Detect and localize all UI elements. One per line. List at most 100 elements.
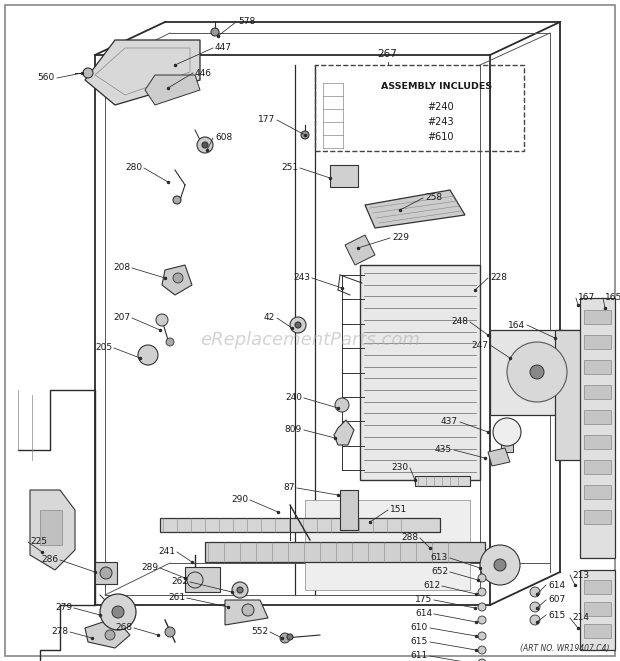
Polygon shape bbox=[360, 265, 480, 480]
Text: 289: 289 bbox=[141, 563, 158, 572]
Bar bbox=[415, 476, 470, 486]
Text: eReplacementParts.com: eReplacementParts.com bbox=[200, 331, 420, 349]
Bar bbox=[584, 510, 611, 524]
Text: 280: 280 bbox=[125, 163, 142, 173]
Text: 207: 207 bbox=[113, 313, 130, 323]
Text: 165: 165 bbox=[605, 293, 620, 303]
Bar bbox=[580, 570, 615, 650]
Text: 652: 652 bbox=[431, 568, 448, 576]
Text: 279: 279 bbox=[55, 603, 72, 613]
Circle shape bbox=[478, 659, 486, 661]
Text: 175: 175 bbox=[415, 596, 432, 605]
Text: 437: 437 bbox=[441, 418, 458, 426]
Text: 560: 560 bbox=[38, 73, 55, 83]
Text: 167: 167 bbox=[578, 293, 595, 303]
Text: 288: 288 bbox=[401, 533, 418, 543]
Text: 267: 267 bbox=[378, 49, 397, 59]
Text: 151: 151 bbox=[390, 506, 407, 514]
Text: 205: 205 bbox=[95, 344, 112, 352]
Circle shape bbox=[138, 345, 158, 365]
Circle shape bbox=[232, 582, 248, 598]
Polygon shape bbox=[488, 448, 510, 466]
Text: 177: 177 bbox=[258, 116, 275, 124]
Bar bbox=[584, 410, 611, 424]
Text: 251: 251 bbox=[281, 163, 298, 173]
Circle shape bbox=[202, 142, 208, 148]
Circle shape bbox=[478, 574, 486, 582]
Polygon shape bbox=[305, 500, 470, 590]
Text: 258: 258 bbox=[425, 194, 442, 202]
Text: 213: 213 bbox=[572, 570, 589, 580]
Circle shape bbox=[335, 398, 349, 412]
Bar bbox=[555, 330, 600, 460]
Bar bbox=[584, 485, 611, 499]
Circle shape bbox=[173, 196, 181, 204]
Bar bbox=[584, 435, 611, 449]
Bar bbox=[205, 542, 485, 562]
Text: 248: 248 bbox=[451, 317, 468, 327]
Circle shape bbox=[493, 418, 521, 446]
Text: ASSEMBLY INCLUDES: ASSEMBLY INCLUDES bbox=[381, 82, 492, 91]
Circle shape bbox=[166, 338, 174, 346]
Polygon shape bbox=[40, 510, 62, 545]
Circle shape bbox=[100, 567, 112, 579]
Text: 615: 615 bbox=[410, 637, 428, 646]
Circle shape bbox=[530, 602, 540, 612]
Text: 262: 262 bbox=[171, 578, 188, 586]
Text: 228: 228 bbox=[490, 274, 507, 282]
Text: 615: 615 bbox=[548, 611, 565, 619]
Circle shape bbox=[478, 646, 486, 654]
Text: 225: 225 bbox=[30, 537, 47, 547]
Bar bbox=[584, 385, 611, 399]
Circle shape bbox=[301, 131, 309, 139]
Circle shape bbox=[156, 314, 168, 326]
Text: 247: 247 bbox=[471, 340, 488, 350]
Circle shape bbox=[530, 615, 540, 625]
Circle shape bbox=[478, 588, 486, 596]
Polygon shape bbox=[345, 235, 375, 265]
Polygon shape bbox=[85, 40, 200, 105]
Text: 614: 614 bbox=[415, 609, 432, 619]
Circle shape bbox=[290, 317, 306, 333]
Text: (ART NO. WR19407 C4): (ART NO. WR19407 C4) bbox=[521, 644, 610, 652]
Circle shape bbox=[530, 587, 540, 597]
Circle shape bbox=[100, 594, 136, 630]
Circle shape bbox=[478, 616, 486, 624]
Text: 608: 608 bbox=[215, 134, 232, 143]
Polygon shape bbox=[334, 420, 354, 445]
Bar bbox=[330, 165, 358, 187]
Circle shape bbox=[478, 603, 486, 611]
Bar bbox=[501, 444, 513, 452]
Text: 607: 607 bbox=[548, 596, 565, 605]
Text: 241: 241 bbox=[158, 547, 175, 557]
Polygon shape bbox=[85, 618, 130, 648]
Polygon shape bbox=[225, 600, 268, 625]
Circle shape bbox=[197, 137, 213, 153]
Text: 435: 435 bbox=[435, 446, 452, 455]
Polygon shape bbox=[162, 265, 192, 295]
Text: 809: 809 bbox=[285, 426, 302, 434]
Text: 208: 208 bbox=[113, 264, 130, 272]
Circle shape bbox=[478, 632, 486, 640]
Circle shape bbox=[187, 572, 203, 588]
Circle shape bbox=[242, 604, 254, 616]
Bar bbox=[584, 335, 611, 349]
Text: 278: 278 bbox=[51, 627, 68, 637]
Bar bbox=[95, 562, 117, 584]
Text: 229: 229 bbox=[392, 233, 409, 243]
Text: 286: 286 bbox=[41, 555, 58, 564]
Text: 214: 214 bbox=[572, 613, 589, 623]
Text: 268: 268 bbox=[115, 623, 132, 633]
Text: 42: 42 bbox=[264, 313, 275, 323]
Text: 87: 87 bbox=[283, 483, 295, 492]
Text: 610: 610 bbox=[410, 623, 428, 633]
Circle shape bbox=[190, 575, 200, 585]
Circle shape bbox=[287, 634, 293, 640]
Bar bbox=[584, 580, 611, 594]
Circle shape bbox=[211, 28, 219, 36]
Circle shape bbox=[112, 606, 124, 618]
Bar bbox=[340, 490, 358, 530]
Bar bbox=[490, 330, 585, 415]
Text: 240: 240 bbox=[285, 393, 302, 403]
Polygon shape bbox=[30, 490, 75, 570]
